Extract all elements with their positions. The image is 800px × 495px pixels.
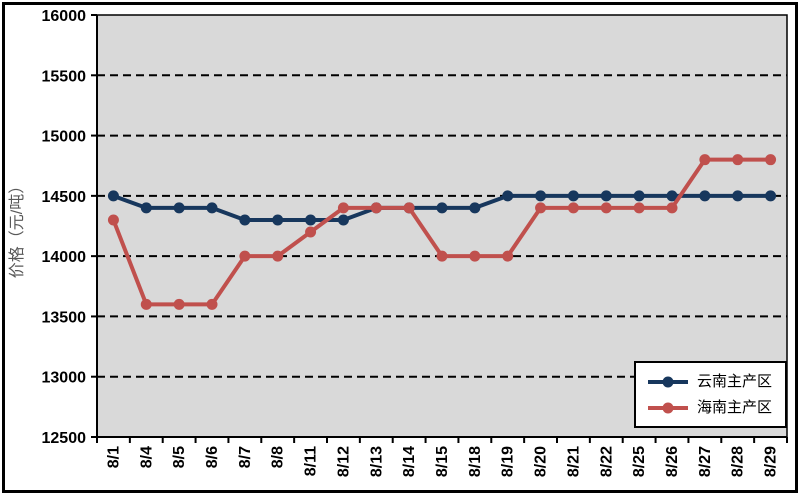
x-tick-label: 8/5 bbox=[171, 446, 188, 468]
legend-label-hainan: 海南主产区 bbox=[697, 399, 773, 416]
y-tick-label: 16000 bbox=[42, 8, 87, 25]
data-series bbox=[107, 154, 777, 310]
data-point-yunnan bbox=[502, 190, 514, 202]
y-tick-label: 12500 bbox=[42, 430, 87, 447]
data-point-hainan bbox=[403, 202, 415, 214]
data-point-yunnan bbox=[633, 190, 645, 202]
data-point-yunnan bbox=[305, 214, 317, 226]
data-point-hainan bbox=[633, 202, 645, 214]
x-tick-label: 8/26 bbox=[664, 446, 681, 477]
data-point-yunnan bbox=[173, 202, 185, 214]
y-tick-label: 13000 bbox=[42, 370, 87, 387]
data-point-hainan bbox=[173, 298, 185, 310]
data-point-hainan bbox=[337, 202, 349, 214]
data-point-hainan bbox=[535, 202, 547, 214]
x-tick-label: 8/14 bbox=[401, 446, 418, 477]
data-point-yunnan bbox=[567, 190, 579, 202]
data-point-hainan bbox=[140, 298, 152, 310]
data-point-hainan bbox=[370, 202, 382, 214]
data-point-hainan bbox=[600, 202, 612, 214]
data-point-hainan bbox=[732, 154, 744, 166]
data-point-yunnan bbox=[535, 190, 547, 202]
x-tick-label: 8/19 bbox=[500, 446, 517, 477]
data-point-yunnan bbox=[600, 190, 612, 202]
x-tick-label: 8/6 bbox=[204, 446, 221, 468]
data-point-hainan bbox=[436, 250, 448, 262]
data-point-yunnan bbox=[272, 214, 284, 226]
axis-labels: 16000 15500 15000 14500 14000 13500 13000 12500… bbox=[42, 8, 780, 477]
legend-swatch-yunnan-icon bbox=[648, 376, 688, 387]
x-tick-label: 8/7 bbox=[237, 446, 254, 468]
x-tick-label: 8/1 bbox=[105, 446, 122, 468]
legend-swatch-hainan-icon bbox=[648, 402, 688, 413]
data-point-yunnan bbox=[699, 190, 711, 202]
data-point-yunnan bbox=[469, 202, 481, 214]
y-tick-label: 15000 bbox=[42, 129, 87, 146]
x-tick-label: 8/13 bbox=[368, 446, 385, 477]
y-tick-label: 15500 bbox=[42, 68, 87, 85]
data-point-yunnan bbox=[436, 202, 448, 214]
x-tick-label: 8/8 bbox=[270, 446, 287, 468]
data-point-hainan bbox=[107, 214, 119, 226]
legend-item-yunnan: 云南主产区 bbox=[647, 374, 785, 389]
x-tick-label: 8/28 bbox=[730, 446, 747, 477]
legend: 云南主产区 海南主产区 bbox=[634, 361, 787, 428]
y-tick-label: 14000 bbox=[42, 249, 87, 266]
data-point-hainan bbox=[305, 226, 317, 238]
data-point-yunnan bbox=[337, 214, 349, 226]
data-point-yunnan bbox=[666, 190, 678, 202]
y-tick-label: 13500 bbox=[42, 309, 87, 326]
data-point-yunnan bbox=[140, 202, 152, 214]
x-tick-label: 8/27 bbox=[697, 446, 714, 477]
data-point-yunnan bbox=[732, 190, 744, 202]
x-tick-label: 8/21 bbox=[565, 446, 582, 477]
legend-label-yunnan: 云南主产区 bbox=[697, 373, 773, 390]
data-point-hainan bbox=[469, 250, 481, 262]
x-tick-label: 8/4 bbox=[138, 446, 155, 468]
data-point-yunnan bbox=[206, 202, 218, 214]
x-tick-label: 8/15 bbox=[434, 446, 451, 477]
data-point-hainan bbox=[239, 250, 251, 262]
data-point-yunnan bbox=[239, 214, 251, 226]
x-tick-label: 8/22 bbox=[598, 446, 615, 477]
x-tick-label: 8/29 bbox=[763, 446, 780, 477]
data-point-hainan bbox=[666, 202, 678, 214]
data-point-hainan bbox=[272, 250, 284, 262]
data-point-yunnan bbox=[765, 190, 777, 202]
data-point-yunnan bbox=[107, 190, 119, 202]
data-point-hainan bbox=[502, 250, 514, 262]
data-point-hainan bbox=[567, 202, 579, 214]
axis-ticks bbox=[91, 14, 788, 443]
y-tick-label: 14500 bbox=[42, 189, 87, 206]
x-tick-label: 8/20 bbox=[533, 446, 550, 477]
x-tick-label: 8/12 bbox=[335, 446, 352, 477]
y-axis-title: 价格（元/吨） bbox=[8, 178, 26, 278]
x-tick-label: 8/18 bbox=[467, 446, 484, 477]
x-tick-label: 8/11 bbox=[303, 446, 320, 476]
legend-item-hainan: 海南主产区 bbox=[647, 400, 785, 415]
data-point-hainan bbox=[699, 154, 711, 166]
x-tick-label: 8/25 bbox=[631, 446, 648, 477]
data-point-hainan bbox=[765, 154, 777, 166]
data-point-hainan bbox=[206, 298, 218, 310]
